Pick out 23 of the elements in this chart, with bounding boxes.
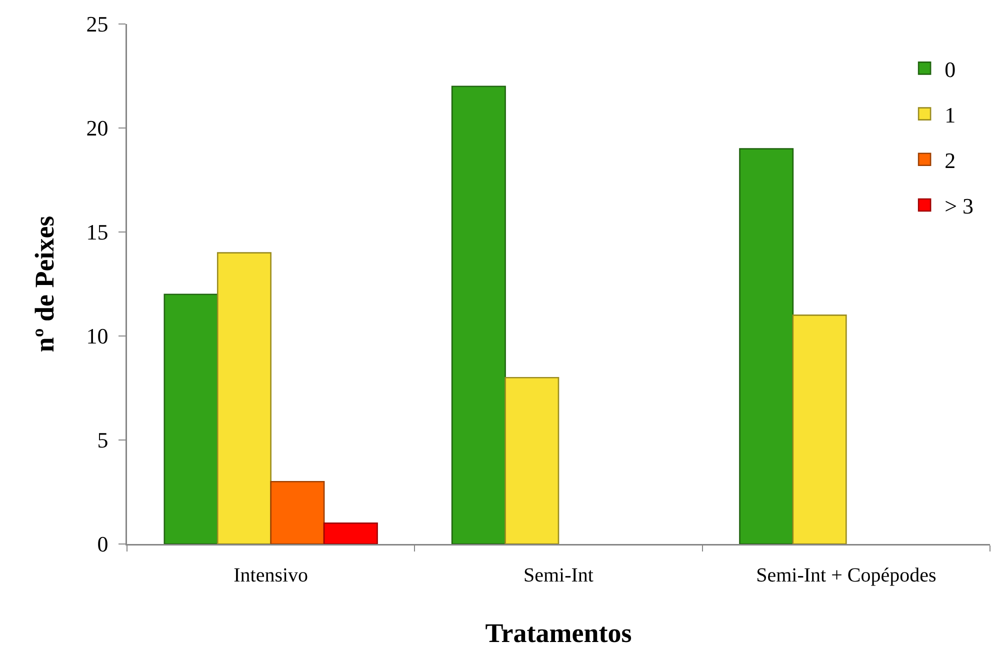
legend-label: > 3 — [944, 194, 974, 219]
bar — [739, 148, 794, 544]
y-tick-label: 15 — [86, 220, 108, 245]
x-tick-label: Semi-Int + Copépodes — [756, 564, 936, 586]
bar — [164, 294, 218, 544]
bar — [504, 376, 560, 544]
bar — [451, 86, 506, 544]
bar — [270, 480, 325, 544]
y-tick-label: 5 — [97, 428, 108, 453]
y-tick-label: 25 — [86, 12, 108, 37]
bar — [323, 522, 378, 544]
y-axis-title: nº de Peixes — [30, 216, 60, 352]
y-tick-label: 10 — [86, 324, 108, 349]
x-axis-title: Tratamentos — [485, 618, 632, 648]
legend-label: 2 — [944, 148, 956, 173]
x-tick-label: Intensivo — [234, 564, 308, 586]
legend-label: 0 — [944, 56, 956, 82]
x-tick-label: Semi-Int — [524, 564, 594, 586]
y-tick-label: 0 — [97, 532, 108, 557]
y-tick-label: 20 — [86, 116, 108, 141]
legend-label: 1 — [944, 102, 956, 128]
bar — [216, 252, 272, 544]
bar — [792, 314, 847, 544]
